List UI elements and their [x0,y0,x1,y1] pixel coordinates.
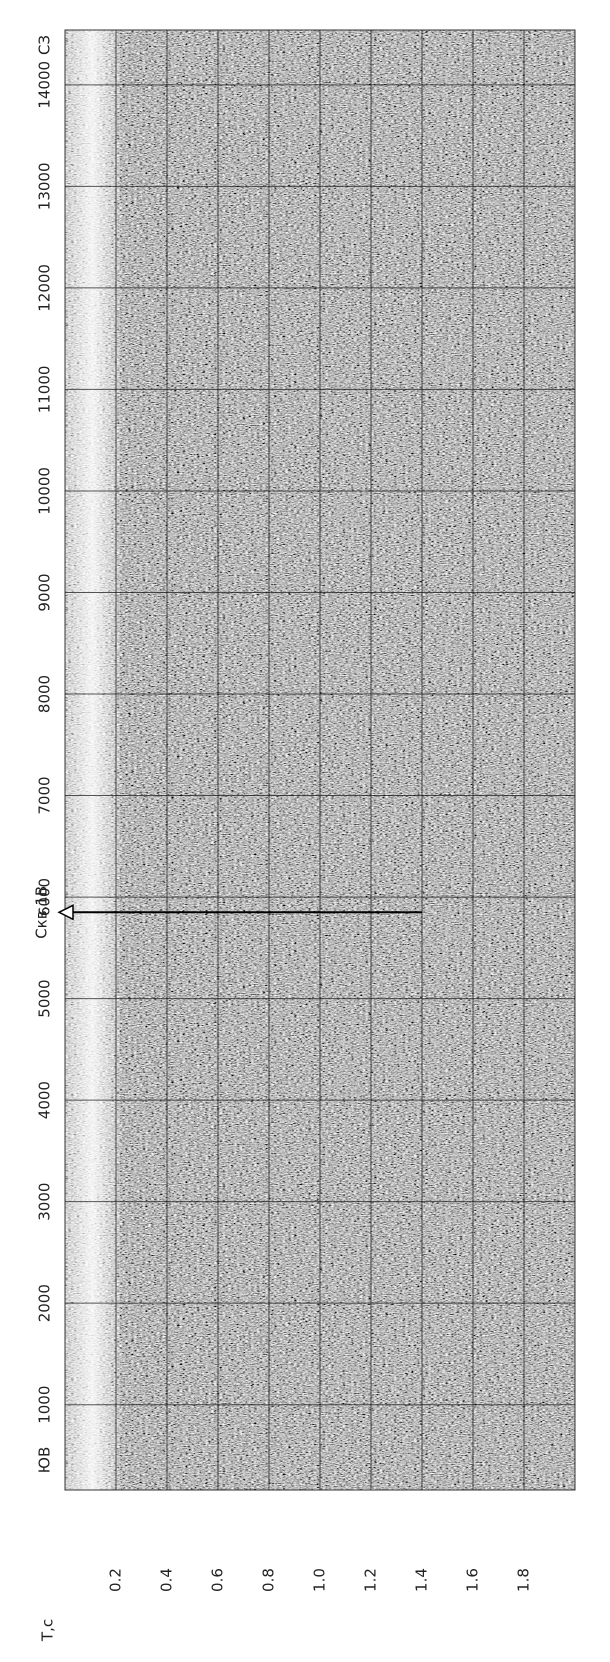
time-tick-label: 0.8 [260,1568,278,1592]
distance-tick-label: 10000 [36,467,54,515]
time-tick-label: 1.8 [515,1568,533,1592]
distance-tick-label: 3000 [36,1183,54,1221]
time-tick-label: 1.4 [413,1568,431,1592]
distance-tick-label: 1000 [36,1386,54,1424]
start-label: ЮВ [36,1447,54,1473]
distance-tick-label: 2000 [36,1284,54,1322]
distance-tick-label: 8000 [36,675,54,713]
distance-tick-label: 11000 [36,366,54,414]
well-label: Скв.1В [33,886,51,939]
time-tick-label: 0.6 [209,1568,227,1592]
time-axis-label: T,c [39,1619,57,1642]
time-tick-label: 0.2 [107,1568,125,1592]
time-tick-label: 0.4 [158,1568,176,1592]
distance-tick-label: 14000 [36,61,54,109]
first-break-zone [65,30,120,1490]
time-tick-label: 1.2 [362,1568,380,1592]
distance-tick-label: 12000 [36,264,54,312]
time-tick-label: 1.0 [311,1568,329,1592]
distance-tick-label: 9000 [36,573,54,611]
distance-tick-label: 7000 [36,776,54,814]
distance-tick-label: 5000 [36,980,54,1018]
end-label: СЗ [36,35,54,55]
distance-tick-label: 6000 [36,878,54,916]
distance-tick-label: 4000 [36,1081,54,1119]
well-marker [57,904,74,921]
time-tick-label: 1.6 [464,1568,482,1592]
axes: 0.2 0.4 0.6 0.8 1.0 1.2 1.4 1.6 1.8 1000 2000 3000 4… [33,30,575,1642]
distance-tick-label: 13000 [36,162,54,210]
